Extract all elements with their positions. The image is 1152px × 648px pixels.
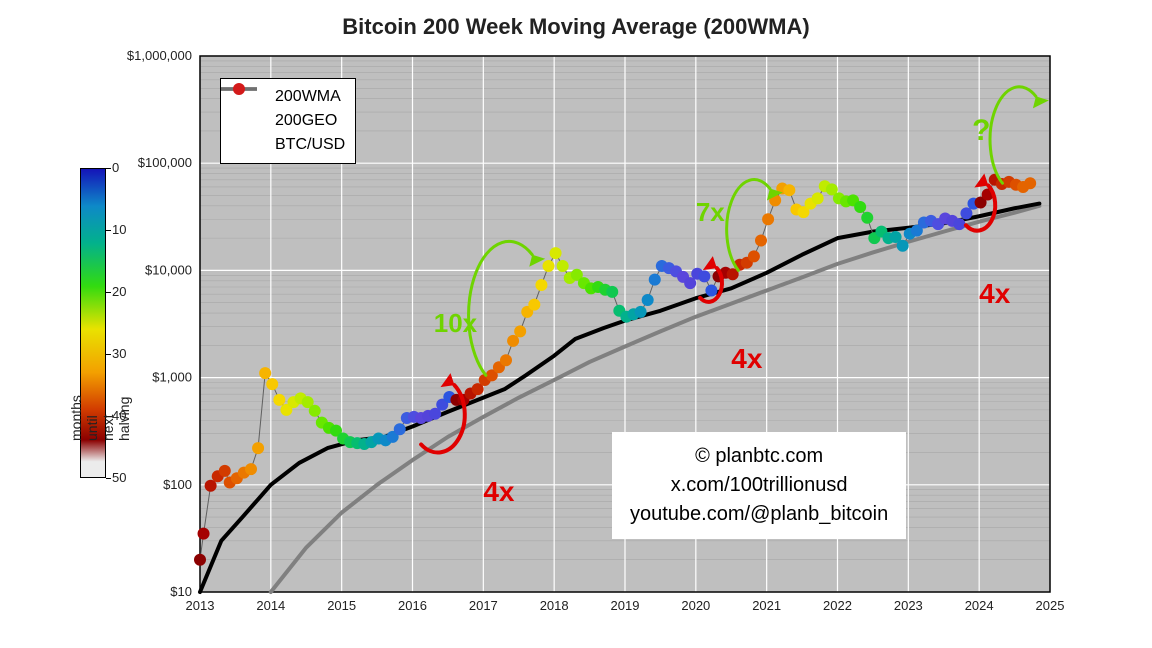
- legend: 200WMA 200GEO BTC/USD: [220, 78, 356, 164]
- credit-line: © planbtc.com: [630, 442, 888, 471]
- svg-text:$1,000: $1,000: [152, 370, 192, 385]
- colorbar: 01020304050months until next halving: [80, 168, 106, 478]
- green-multiple-label: ?: [972, 114, 990, 148]
- svg-text:2018: 2018: [540, 598, 569, 613]
- svg-text:2023: 2023: [894, 598, 923, 613]
- svg-text:$10: $10: [170, 584, 192, 599]
- svg-text:2025: 2025: [1036, 598, 1065, 613]
- legend-label: BTC/USD: [275, 136, 345, 154]
- colorbar-tick: 0: [112, 160, 119, 175]
- colorbar-label: months until next halving: [68, 395, 132, 441]
- svg-text:2013: 2013: [186, 598, 215, 613]
- svg-text:$100: $100: [163, 477, 192, 492]
- legend-label: 200WMA: [275, 88, 341, 106]
- svg-text:2022: 2022: [823, 598, 852, 613]
- legend-item: 200GEO: [231, 109, 345, 133]
- svg-text:2021: 2021: [752, 598, 781, 613]
- svg-text:2019: 2019: [611, 598, 640, 613]
- colorbar-tick: 50: [112, 470, 126, 485]
- colorbar-tick: 20: [112, 284, 126, 299]
- legend-label: 200GEO: [275, 112, 337, 130]
- svg-text:2014: 2014: [256, 598, 285, 613]
- svg-text:$10,000: $10,000: [145, 262, 192, 277]
- svg-text:2015: 2015: [327, 598, 356, 613]
- red-multiple-label: 4x: [731, 343, 762, 375]
- green-multiple-label: 7x: [696, 197, 725, 228]
- legend-item: BTC/USD: [231, 133, 345, 157]
- svg-text:$100,000: $100,000: [138, 155, 192, 170]
- svg-text:2017: 2017: [469, 598, 498, 613]
- chart-title: Bitcoin 200 Week Moving Average (200WMA): [0, 14, 1152, 40]
- green-multiple-label: 10x: [434, 308, 477, 339]
- credit-box: © planbtc.comx.com/100trillionusdyoutube…: [612, 432, 906, 539]
- red-multiple-label: 4x: [979, 278, 1010, 310]
- colorbar-tick: 30: [112, 346, 126, 361]
- svg-text:2020: 2020: [681, 598, 710, 613]
- svg-text:2024: 2024: [965, 598, 994, 613]
- credit-line: youtube.com/@planb_bitcoin: [630, 500, 888, 529]
- svg-text:$1,000,000: $1,000,000: [127, 48, 192, 63]
- colorbar-tick: 10: [112, 222, 126, 237]
- red-multiple-label: 4x: [483, 476, 514, 508]
- svg-text:2016: 2016: [398, 598, 427, 613]
- credit-line: x.com/100trillionusd: [630, 471, 888, 500]
